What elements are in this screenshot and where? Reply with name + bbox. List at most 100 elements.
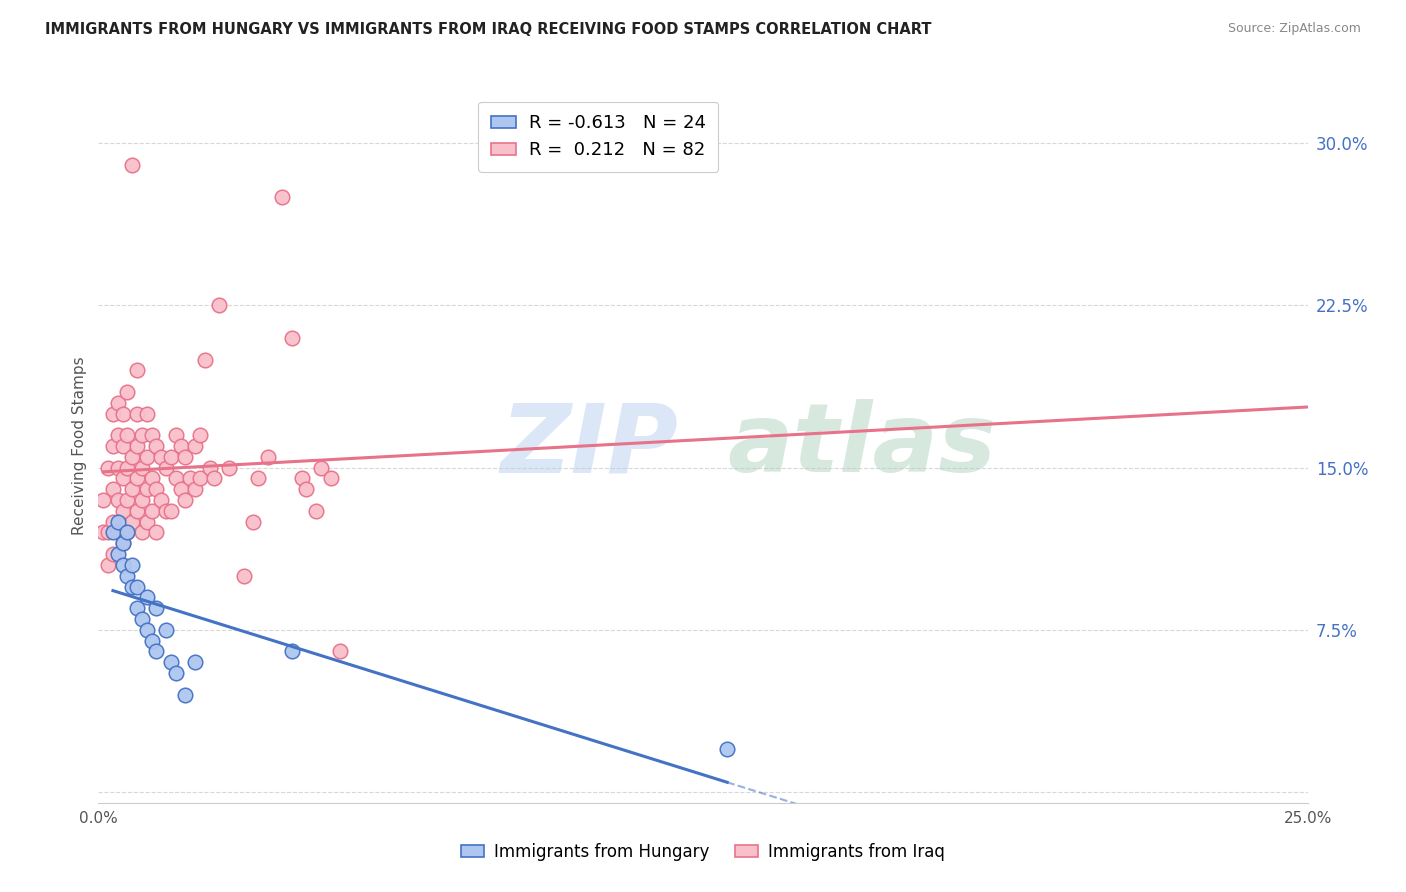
Point — [319, 471, 342, 485]
Point — [141, 471, 163, 485]
Point — [232, 568, 254, 582]
Point — [145, 439, 167, 453]
Point — [117, 428, 139, 442]
Point — [309, 460, 332, 475]
Point — [218, 460, 240, 475]
Point — [107, 515, 129, 529]
Point — [160, 504, 183, 518]
Point — [160, 655, 183, 669]
Point — [117, 384, 139, 399]
Point — [107, 493, 129, 508]
Point — [121, 580, 143, 594]
Point — [174, 450, 197, 464]
Point — [150, 493, 173, 508]
Point — [271, 190, 294, 204]
Point — [117, 493, 139, 508]
Point — [91, 525, 114, 540]
Text: Source: ZipAtlas.com: Source: ZipAtlas.com — [1227, 22, 1361, 36]
Point — [111, 536, 134, 550]
Point — [169, 439, 191, 453]
Point — [101, 439, 124, 453]
Point — [141, 633, 163, 648]
Point — [145, 482, 167, 496]
Point — [127, 504, 149, 518]
Point — [208, 298, 231, 312]
Point — [184, 482, 207, 496]
Point — [281, 331, 304, 345]
Point — [145, 525, 167, 540]
Point — [165, 666, 187, 681]
Point — [141, 504, 163, 518]
Point — [121, 482, 143, 496]
Point — [97, 525, 120, 540]
Text: ZIP: ZIP — [501, 400, 679, 492]
Point — [242, 515, 264, 529]
Point — [135, 407, 157, 421]
Point — [97, 460, 120, 475]
Text: IMMIGRANTS FROM HUNGARY VS IMMIGRANTS FROM IRAQ RECEIVING FOOD STAMPS CORRELATIO: IMMIGRANTS FROM HUNGARY VS IMMIGRANTS FR… — [45, 22, 932, 37]
Point — [131, 493, 153, 508]
Point — [184, 655, 207, 669]
Point — [107, 547, 129, 561]
Point — [329, 644, 352, 658]
Point — [117, 460, 139, 475]
Point — [155, 623, 177, 637]
Point — [131, 525, 153, 540]
Text: atlas: atlas — [727, 400, 997, 492]
Point — [135, 515, 157, 529]
Legend: R = -0.613   N = 24, R =  0.212   N = 82: R = -0.613 N = 24, R = 0.212 N = 82 — [478, 102, 718, 172]
Point — [101, 547, 124, 561]
Point — [295, 482, 318, 496]
Point — [91, 493, 114, 508]
Point — [247, 471, 270, 485]
Point — [141, 428, 163, 442]
Point — [150, 450, 173, 464]
Point — [131, 460, 153, 475]
Point — [101, 525, 124, 540]
Point — [155, 460, 177, 475]
Point — [290, 471, 312, 485]
Point — [169, 482, 191, 496]
Point — [121, 515, 143, 529]
Point — [107, 396, 129, 410]
Point — [117, 525, 139, 540]
Point — [160, 450, 183, 464]
Point — [145, 644, 167, 658]
Point — [135, 623, 157, 637]
Point — [135, 450, 157, 464]
Point — [121, 450, 143, 464]
Point — [174, 493, 197, 508]
Point — [135, 591, 157, 605]
Point — [117, 568, 139, 582]
Point — [121, 558, 143, 572]
Point — [127, 471, 149, 485]
Point — [198, 460, 221, 475]
Point — [135, 482, 157, 496]
Point — [127, 439, 149, 453]
Point — [127, 363, 149, 377]
Point — [107, 428, 129, 442]
Point — [131, 612, 153, 626]
Point — [204, 471, 226, 485]
Point — [305, 504, 328, 518]
Point — [121, 158, 143, 172]
Point — [174, 688, 197, 702]
Point — [107, 525, 129, 540]
Point — [188, 471, 211, 485]
Point — [101, 407, 124, 421]
Point — [281, 644, 304, 658]
Point — [256, 450, 278, 464]
Point — [101, 482, 124, 496]
Point — [101, 515, 124, 529]
Point — [127, 407, 149, 421]
Point — [184, 439, 207, 453]
Y-axis label: Receiving Food Stamps: Receiving Food Stamps — [72, 357, 87, 535]
Point — [165, 428, 187, 442]
Point — [97, 558, 120, 572]
Point — [127, 580, 149, 594]
Point — [127, 601, 149, 615]
Point — [111, 504, 134, 518]
Point — [111, 439, 134, 453]
Point — [188, 428, 211, 442]
Point — [111, 558, 134, 572]
